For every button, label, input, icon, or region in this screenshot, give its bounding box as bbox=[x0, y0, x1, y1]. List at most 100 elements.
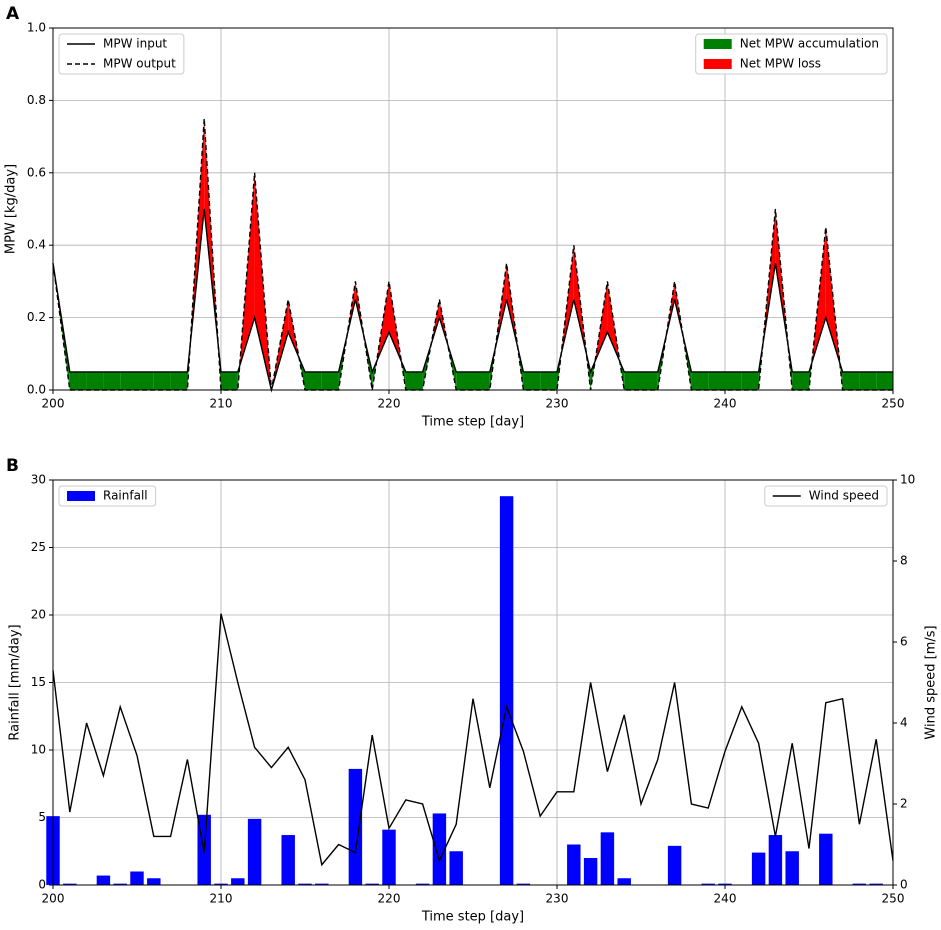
accumulation-area bbox=[859, 371, 877, 390]
y-tick-label: 0.2 bbox=[27, 310, 46, 324]
y2-tick-label: 2 bbox=[900, 797, 908, 811]
accumulation-area bbox=[305, 371, 322, 390]
accumulation-area bbox=[221, 371, 238, 390]
bar bbox=[567, 844, 581, 885]
accumulation-area bbox=[137, 371, 154, 390]
y-tick-label: 20 bbox=[31, 608, 46, 622]
accumulation-area bbox=[641, 371, 658, 390]
bar bbox=[147, 878, 161, 885]
bar bbox=[499, 496, 514, 885]
series-line bbox=[52, 118, 893, 391]
series-line bbox=[52, 208, 893, 393]
bar bbox=[231, 878, 245, 885]
bar bbox=[768, 835, 783, 885]
legend-label: MPW output bbox=[103, 57, 176, 71]
y2-tick-label: 6 bbox=[900, 635, 908, 649]
accumulation-area bbox=[876, 371, 893, 390]
y-axis-label: MPW [kg/day] bbox=[4, 164, 19, 254]
accumulation-area bbox=[624, 371, 641, 390]
bar bbox=[247, 818, 262, 885]
legend: MPW input MPW output bbox=[58, 33, 185, 75]
legend-label: MPW input bbox=[103, 37, 167, 51]
accumulation-area bbox=[86, 371, 104, 390]
accumulation-area bbox=[69, 371, 87, 390]
bar bbox=[415, 883, 430, 885]
x-tick-label: 220 bbox=[378, 892, 401, 906]
bar bbox=[667, 845, 682, 885]
bar bbox=[819, 833, 833, 885]
x-tick-label: 240 bbox=[714, 397, 737, 411]
legend-swatch bbox=[703, 59, 732, 69]
bar bbox=[298, 883, 312, 885]
bar bbox=[617, 878, 631, 885]
y-tick-label: 5 bbox=[38, 810, 46, 824]
bar bbox=[516, 883, 531, 885]
x-tick-label: 210 bbox=[210, 397, 233, 411]
x-tick-label: 250 bbox=[882, 397, 905, 411]
x-tick-label: 200 bbox=[42, 397, 65, 411]
legend-swatch bbox=[67, 491, 95, 501]
loss-area bbox=[239, 172, 255, 366]
plot-frame bbox=[52, 27, 894, 391]
y-tick-label: 10 bbox=[31, 743, 46, 757]
bar bbox=[130, 871, 144, 885]
accumulation-area bbox=[792, 371, 809, 390]
bar bbox=[315, 883, 329, 885]
accumulation-area bbox=[473, 371, 490, 390]
y-tick-label: 0.0 bbox=[27, 383, 46, 397]
bar bbox=[365, 883, 379, 885]
bar bbox=[281, 835, 295, 885]
y2-tick-label: 8 bbox=[900, 554, 908, 568]
legend-label: Net MPW accumulation bbox=[740, 37, 879, 51]
bar bbox=[785, 851, 799, 885]
x-tick-label: 250 bbox=[882, 892, 905, 906]
legend-box bbox=[695, 33, 888, 75]
bar bbox=[348, 768, 363, 885]
accumulation-area bbox=[523, 371, 541, 390]
x-axis-label: Time step [day] bbox=[421, 910, 524, 925]
accumulation-area bbox=[725, 371, 742, 390]
accumulation-area bbox=[517, 347, 524, 390]
accumulation-area bbox=[170, 371, 188, 390]
accumulation-area bbox=[153, 371, 171, 390]
accumulation-area bbox=[691, 371, 709, 390]
accumulation-area bbox=[103, 371, 121, 390]
bar bbox=[214, 883, 228, 885]
y-tick-label: 25 bbox=[31, 540, 46, 554]
y-tick-label: 0.6 bbox=[27, 165, 46, 179]
bar bbox=[701, 883, 715, 885]
plot-frame bbox=[52, 479, 894, 886]
bar bbox=[583, 858, 598, 885]
panel: 200 210 220 230 240 2500510152025300246810Tim… bbox=[6, 456, 939, 925]
series-line bbox=[52, 613, 894, 867]
y2-axis-label: Wind speed [m/s] bbox=[924, 625, 939, 739]
bar bbox=[96, 875, 111, 885]
accumulation-area bbox=[405, 371, 423, 390]
accumulation-area bbox=[372, 361, 377, 390]
x-tick-label: 230 bbox=[546, 397, 569, 411]
loss-area bbox=[254, 172, 272, 390]
accumulation-area bbox=[120, 371, 137, 390]
y-tick-label: 0.8 bbox=[27, 93, 46, 107]
bar bbox=[751, 852, 766, 885]
y2-tick-label: 4 bbox=[900, 716, 908, 730]
x-tick-label: 230 bbox=[546, 892, 569, 906]
accumulation-area bbox=[708, 371, 725, 390]
legend: Wind speed bbox=[764, 485, 888, 507]
bar bbox=[869, 883, 883, 885]
x-tick-label: 220 bbox=[378, 397, 401, 411]
x-axis-label: Time step [day] bbox=[421, 415, 524, 430]
y2-tick-label: 10 bbox=[900, 473, 915, 487]
x-tick-label: 200 bbox=[42, 892, 65, 906]
panel-label: A bbox=[6, 4, 20, 24]
x-tick-label: 210 bbox=[210, 892, 233, 906]
accumulation-area bbox=[540, 371, 557, 390]
bar bbox=[63, 883, 77, 885]
loss-area bbox=[762, 209, 776, 345]
y-tick-label: 0.4 bbox=[27, 238, 46, 252]
bar bbox=[432, 813, 447, 885]
bar bbox=[113, 883, 127, 885]
y2-tick-label: 0 bbox=[900, 878, 908, 892]
legend-label: Wind speed bbox=[809, 489, 879, 503]
legend: Net MPW accumulation Net MPW loss bbox=[695, 33, 888, 75]
